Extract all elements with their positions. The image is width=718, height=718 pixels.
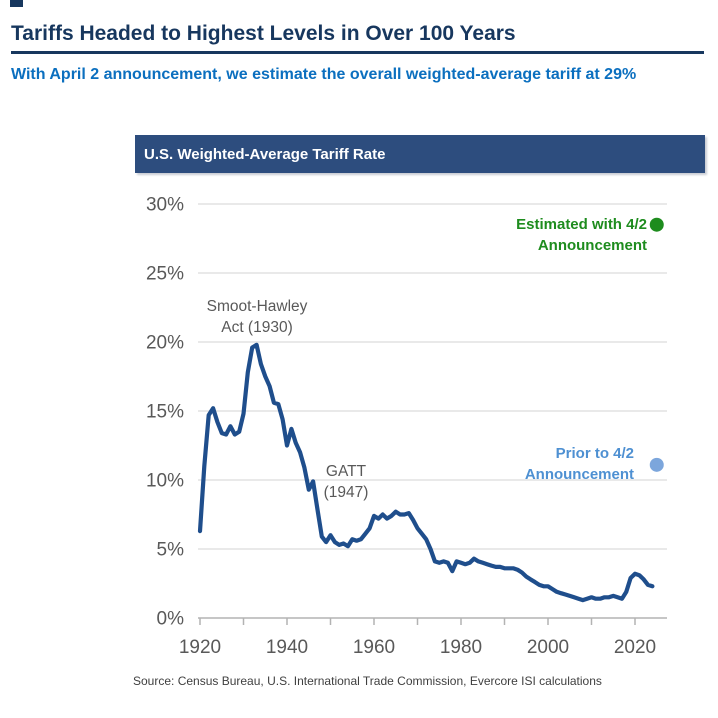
page-title: Tariffs Headed to Highest Levels in Over… bbox=[11, 22, 516, 45]
corner-mark bbox=[10, 0, 23, 7]
y-axis-label: 0% bbox=[157, 609, 185, 630]
x-axis-label: 1980 bbox=[440, 637, 482, 658]
y-axis-label: 10% bbox=[146, 471, 184, 492]
label-line: Estimated with 4/2 bbox=[516, 216, 647, 233]
x-axis-label: 2020 bbox=[614, 637, 656, 658]
y-axis-label: 30% bbox=[146, 195, 184, 216]
label-line: Prior to 4/2 bbox=[555, 445, 634, 462]
x-axis-label: 1940 bbox=[266, 637, 308, 658]
chart-panel-title: U.S. Weighted-Average Tariff Rate bbox=[144, 145, 386, 163]
y-axis-label: 15% bbox=[146, 402, 184, 423]
x-axis-label: 2000 bbox=[527, 637, 569, 658]
tariff-rate-line bbox=[197, 342, 655, 603]
source-note: Source: Census Bureau, U.S. Internationa… bbox=[133, 674, 602, 688]
label-line: Announcement bbox=[524, 466, 634, 483]
x-axis-label: 1920 bbox=[179, 637, 221, 658]
y-axis-label: 25% bbox=[146, 264, 184, 285]
label-estimated-4-2: Estimated with 4/2 Announcement bbox=[467, 214, 647, 256]
annotation-line: Smoot-Hawley bbox=[206, 298, 308, 315]
chart-panel-header: U.S. Weighted-Average Tariff Rate bbox=[135, 135, 705, 173]
annotation-line: (1947) bbox=[323, 484, 369, 501]
label-line: Announcement bbox=[537, 237, 647, 254]
page-subtitle: With April 2 announcement, we estimate t… bbox=[11, 66, 637, 83]
prior-dot bbox=[649, 457, 664, 472]
title-underline bbox=[11, 51, 704, 54]
label-prior-4-2: Prior to 4/2 Announcement bbox=[454, 443, 634, 485]
estimated-dot bbox=[649, 217, 664, 232]
x-axis-label: 1960 bbox=[353, 637, 395, 658]
annotation-smoot-hawley: Smoot-Hawley Act (1930) bbox=[192, 296, 322, 338]
annotation-line: Act (1930) bbox=[221, 319, 293, 336]
y-axis-label: 20% bbox=[146, 333, 184, 354]
y-axis-label: 5% bbox=[157, 540, 185, 561]
annotation-line: GATT bbox=[325, 463, 367, 480]
annotation-gatt: GATT (1947) bbox=[303, 461, 389, 503]
